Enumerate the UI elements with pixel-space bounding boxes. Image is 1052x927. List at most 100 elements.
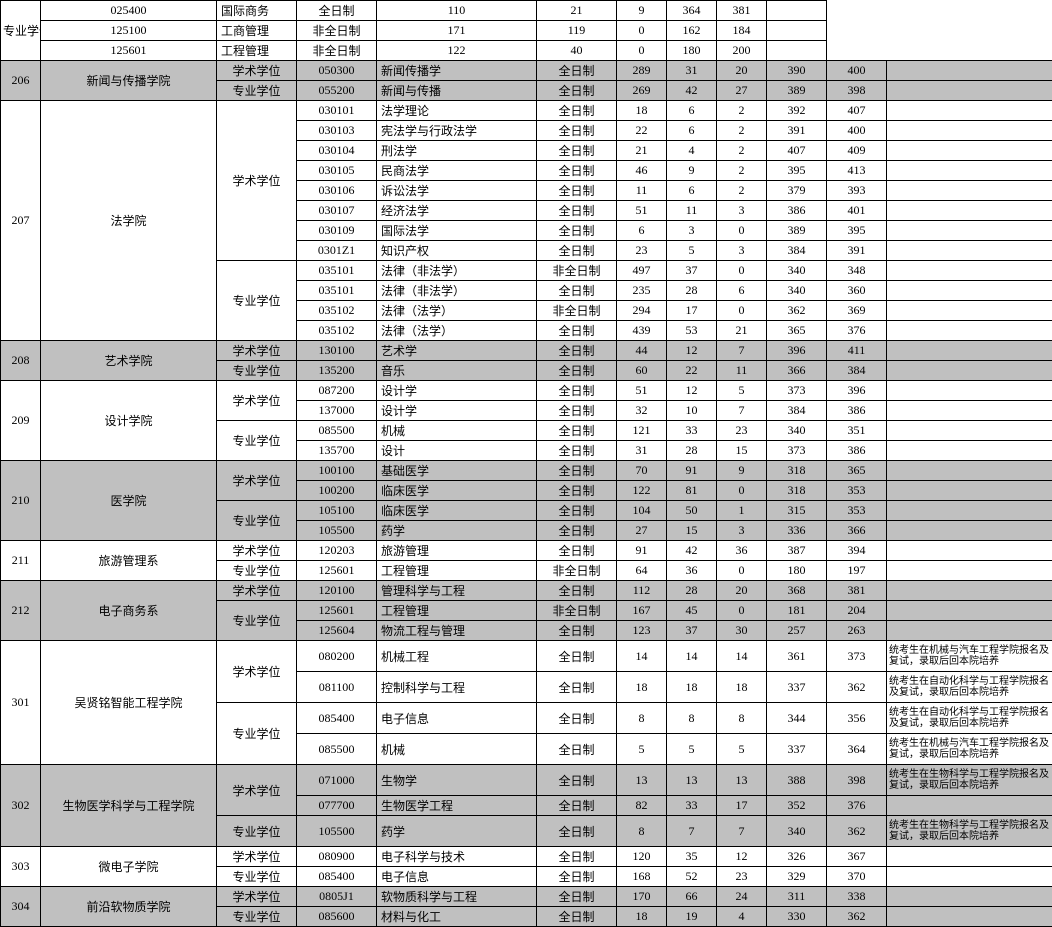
note bbox=[887, 421, 1052, 441]
study-mode: 全日制 bbox=[537, 241, 617, 261]
major-code: 125100 bbox=[41, 21, 217, 41]
major-code: 035101 bbox=[297, 261, 377, 281]
count-2: 5 bbox=[667, 241, 717, 261]
count-1: 18 bbox=[617, 101, 667, 121]
score-2: 184 bbox=[717, 21, 767, 41]
count-1: 170 bbox=[617, 887, 667, 907]
note bbox=[767, 41, 827, 61]
score-1: 368 bbox=[767, 581, 827, 601]
study-mode: 全日制 bbox=[537, 101, 617, 121]
major-name: 设计 bbox=[377, 441, 537, 461]
note bbox=[887, 161, 1052, 181]
count-2: 66 bbox=[667, 887, 717, 907]
major-name: 音乐 bbox=[377, 361, 537, 381]
score-2: 384 bbox=[827, 361, 887, 381]
major-name: 生物医学工程 bbox=[377, 796, 537, 816]
count-1: 110 bbox=[377, 1, 537, 21]
score-2: 381 bbox=[717, 1, 767, 21]
count-1: 82 bbox=[617, 796, 667, 816]
major-code: 135200 bbox=[297, 361, 377, 381]
count-1: 167 bbox=[617, 601, 667, 621]
major-code: 071000 bbox=[297, 765, 377, 796]
note bbox=[887, 441, 1052, 461]
study-mode: 全日制 bbox=[537, 461, 617, 481]
major-code: 080900 bbox=[297, 847, 377, 867]
study-mode: 全日制 bbox=[537, 61, 617, 81]
score-2: 376 bbox=[827, 321, 887, 341]
study-mode: 全日制 bbox=[297, 1, 377, 21]
major-code: 105100 bbox=[297, 501, 377, 521]
count-2: 10 bbox=[667, 401, 717, 421]
count-3: 30 bbox=[717, 621, 767, 641]
study-mode: 非全日制 bbox=[297, 41, 377, 61]
note: 统考生在机械与汽车工程学院报名及复试，录取后回本院培养 bbox=[887, 734, 1052, 765]
count-1: 32 bbox=[617, 401, 667, 421]
major-name: 宪法学与行政法学 bbox=[377, 121, 537, 141]
study-mode: 全日制 bbox=[537, 672, 617, 703]
study-mode: 全日制 bbox=[537, 441, 617, 461]
degree-type: 学术学位 bbox=[217, 541, 297, 561]
college-name: 生物医学科学与工程学院 bbox=[41, 765, 217, 847]
major-code: 085500 bbox=[297, 421, 377, 441]
count-1: 70 bbox=[617, 461, 667, 481]
score-2: 398 bbox=[827, 81, 887, 101]
major-name: 生物学 bbox=[377, 765, 537, 796]
score-1: 180 bbox=[767, 561, 827, 581]
count-2: 37 bbox=[667, 621, 717, 641]
count-3: 0 bbox=[717, 301, 767, 321]
degree-type: 学术学位 bbox=[217, 581, 297, 601]
count-1: 11 bbox=[617, 181, 667, 201]
score-2: 409 bbox=[827, 141, 887, 161]
score-2: 338 bbox=[827, 887, 887, 907]
count-1: 21 bbox=[617, 141, 667, 161]
score-1: 344 bbox=[767, 703, 827, 734]
major-code: 085600 bbox=[297, 907, 377, 927]
study-mode: 全日制 bbox=[537, 141, 617, 161]
count-3: 0 bbox=[717, 601, 767, 621]
score-1: 180 bbox=[667, 41, 717, 61]
note bbox=[767, 21, 827, 41]
admissions-table: 专业学位025400国际商务全日制110219364381125100工商管理非… bbox=[0, 0, 1052, 927]
major-name: 设计学 bbox=[377, 401, 537, 421]
note bbox=[887, 101, 1052, 121]
score-2: 362 bbox=[827, 907, 887, 927]
major-name: 药学 bbox=[377, 521, 537, 541]
major-code: 120203 bbox=[297, 541, 377, 561]
major-name: 电子信息 bbox=[377, 703, 537, 734]
score-1: 352 bbox=[767, 796, 827, 816]
count-1: 44 bbox=[617, 341, 667, 361]
count-3: 17 bbox=[717, 796, 767, 816]
major-name: 法律（法学） bbox=[377, 301, 537, 321]
note bbox=[887, 341, 1052, 361]
study-mode: 全日制 bbox=[537, 847, 617, 867]
score-2: 263 bbox=[827, 621, 887, 641]
study-mode: 非全日制 bbox=[537, 601, 617, 621]
degree-type: 专业学位 bbox=[217, 816, 297, 847]
count-1: 13 bbox=[617, 765, 667, 796]
note bbox=[887, 581, 1052, 601]
count-1: 439 bbox=[617, 321, 667, 341]
count-2: 53 bbox=[667, 321, 717, 341]
score-1: 373 bbox=[767, 381, 827, 401]
table-row: 专业学位025400国际商务全日制110219364381 bbox=[1, 1, 1052, 21]
count-3: 0 bbox=[617, 21, 667, 41]
study-mode: 全日制 bbox=[537, 401, 617, 421]
count-3: 7 bbox=[717, 816, 767, 847]
count-1: 289 bbox=[617, 61, 667, 81]
major-code: 085400 bbox=[297, 703, 377, 734]
college-name: 前沿软物质学院 bbox=[41, 887, 217, 927]
count-3: 7 bbox=[717, 401, 767, 421]
college-id: 210 bbox=[1, 461, 41, 541]
count-2: 45 bbox=[667, 601, 717, 621]
note: 统考生在机械与汽车工程学院报名及复试，录取后回本院培养 bbox=[887, 641, 1052, 672]
degree-type: 学术学位 bbox=[217, 641, 297, 703]
note bbox=[887, 521, 1052, 541]
count-3: 5 bbox=[717, 734, 767, 765]
degree-type: 专业学位 bbox=[217, 361, 297, 381]
major-code: 030103 bbox=[297, 121, 377, 141]
study-mode: 全日制 bbox=[537, 181, 617, 201]
score-1: 387 bbox=[767, 541, 827, 561]
count-1: 235 bbox=[617, 281, 667, 301]
score-1: 392 bbox=[767, 101, 827, 121]
degree-type: 学术学位 bbox=[217, 61, 297, 81]
